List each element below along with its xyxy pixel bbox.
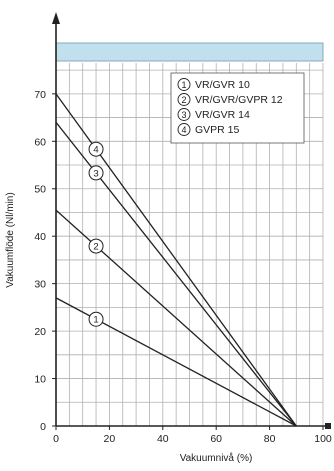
- x-axis-label: Vakuumnivå (%): [180, 452, 253, 464]
- legend-label: VR/GVR 14: [195, 109, 250, 121]
- series-marker-3: 3: [88, 165, 104, 181]
- series-marker-1: 1: [88, 311, 104, 327]
- legend-entry: 4 GVPR 15: [177, 123, 240, 136]
- y-tick-label: 40: [34, 231, 46, 243]
- y-tick-label: 30: [34, 279, 46, 291]
- series-marker-circle: [88, 165, 104, 181]
- y-tick-label: 50: [34, 184, 46, 196]
- legend-box: [170, 72, 305, 144]
- x-tick-label: 0: [53, 433, 59, 445]
- x-tick-label: 40: [157, 433, 169, 445]
- y-axis-label: Vakuumflöde (Nl/min): [5, 192, 16, 287]
- y-tick-label: 20: [34, 326, 46, 338]
- legend-label: VR/GVR/GVPR 12: [195, 94, 283, 106]
- legend-marker-circle: [177, 78, 191, 91]
- x-tick-label: 20: [104, 433, 116, 445]
- series-marker-number: 3: [93, 168, 98, 179]
- y-tick-label: 0: [40, 421, 46, 433]
- legend-label: VR/GVR 10: [195, 79, 250, 91]
- series-markers: 1 2 3 4: [88, 141, 104, 327]
- legend-entry: 3 VR/GVR 14: [177, 108, 250, 121]
- legend-label: GVPR 15: [195, 124, 240, 136]
- series-marker-number: 2: [93, 242, 98, 253]
- series-marker-circle: [88, 141, 104, 157]
- top-band: [55, 42, 324, 62]
- x-tick-label: 60: [210, 433, 222, 445]
- x-axis-end-marker: [325, 423, 331, 429]
- series-marker-number: 1: [93, 315, 98, 326]
- y-tick-label: 10: [34, 374, 46, 386]
- legend-marker-circle: [177, 93, 191, 106]
- series-marker-number: 4: [93, 145, 98, 156]
- y-tick-label: 70: [34, 89, 46, 101]
- axes: [52, 12, 331, 429]
- legend-marker-circle: [177, 123, 191, 136]
- legend-marker-number: 2: [181, 95, 186, 105]
- series-marker-4: 4: [88, 141, 104, 157]
- legend-marker-circle: [177, 108, 191, 121]
- x-tick-label: 80: [264, 433, 276, 445]
- series-marker-2: 2: [88, 238, 104, 254]
- series-marker-circle: [88, 311, 104, 327]
- legend-marker-number: 1: [181, 80, 186, 90]
- legend-marker-number: 3: [181, 110, 186, 120]
- y-tick-label: 60: [34, 136, 46, 148]
- x-tick-label: 100: [314, 433, 332, 445]
- y-axis-arrow: [52, 12, 60, 24]
- legend-entry: 2 VR/GVR/GVPR 12: [177, 93, 283, 106]
- series-marker-circle: [88, 238, 104, 254]
- legend: 1 VR/GVR 10 2 VR/GVR/GVPR 12 3 VR/GVR 14 4 GVPR…: [170, 72, 305, 144]
- legend-entry: 1 VR/GVR 10: [177, 78, 250, 91]
- tick-labels: 0 20 40 60 80 100 0 10 20 30 40 50 60 70: [34, 89, 332, 445]
- legend-marker-number: 4: [181, 125, 186, 135]
